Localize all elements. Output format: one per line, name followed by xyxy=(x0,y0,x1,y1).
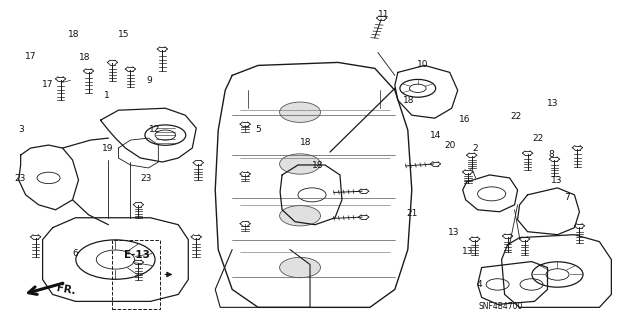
Text: 1: 1 xyxy=(104,92,110,100)
Text: 6: 6 xyxy=(72,249,78,258)
Text: FR.: FR. xyxy=(56,283,76,296)
Text: 7: 7 xyxy=(564,193,570,202)
Text: 21: 21 xyxy=(406,209,417,218)
Bar xyxy=(113,240,161,309)
Text: 23: 23 xyxy=(15,174,26,183)
Text: 18: 18 xyxy=(312,161,324,170)
Text: 18: 18 xyxy=(300,137,311,146)
Text: 4: 4 xyxy=(476,280,482,289)
Text: 5: 5 xyxy=(255,125,260,134)
Circle shape xyxy=(280,205,321,226)
Text: 12: 12 xyxy=(149,125,160,134)
Text: 15: 15 xyxy=(118,30,129,39)
Text: 19: 19 xyxy=(102,144,113,153)
Text: E-13: E-13 xyxy=(124,250,150,260)
Text: 2: 2 xyxy=(472,144,477,153)
Text: 16: 16 xyxy=(460,115,470,124)
Text: 13: 13 xyxy=(462,247,473,256)
Circle shape xyxy=(280,102,321,122)
Text: 11: 11 xyxy=(378,11,389,19)
Text: 18: 18 xyxy=(403,96,415,105)
Text: 10: 10 xyxy=(417,60,429,69)
Text: 17: 17 xyxy=(25,52,36,61)
Text: 22: 22 xyxy=(532,134,543,143)
Text: 18: 18 xyxy=(79,53,90,62)
Text: SNF4B4700: SNF4B4700 xyxy=(478,302,523,311)
Text: 13: 13 xyxy=(547,100,558,108)
Text: 14: 14 xyxy=(430,131,441,140)
Text: 22: 22 xyxy=(510,112,522,121)
Text: 18: 18 xyxy=(68,30,79,39)
Circle shape xyxy=(280,154,321,174)
Circle shape xyxy=(280,257,321,278)
Text: 13: 13 xyxy=(448,228,460,237)
Text: 20: 20 xyxy=(445,141,456,150)
Text: 8: 8 xyxy=(548,150,554,159)
Text: 17: 17 xyxy=(42,80,54,89)
Text: 13: 13 xyxy=(551,176,563,185)
Text: 9: 9 xyxy=(147,76,152,85)
Text: 3: 3 xyxy=(19,125,24,134)
Text: 23: 23 xyxy=(140,174,151,183)
